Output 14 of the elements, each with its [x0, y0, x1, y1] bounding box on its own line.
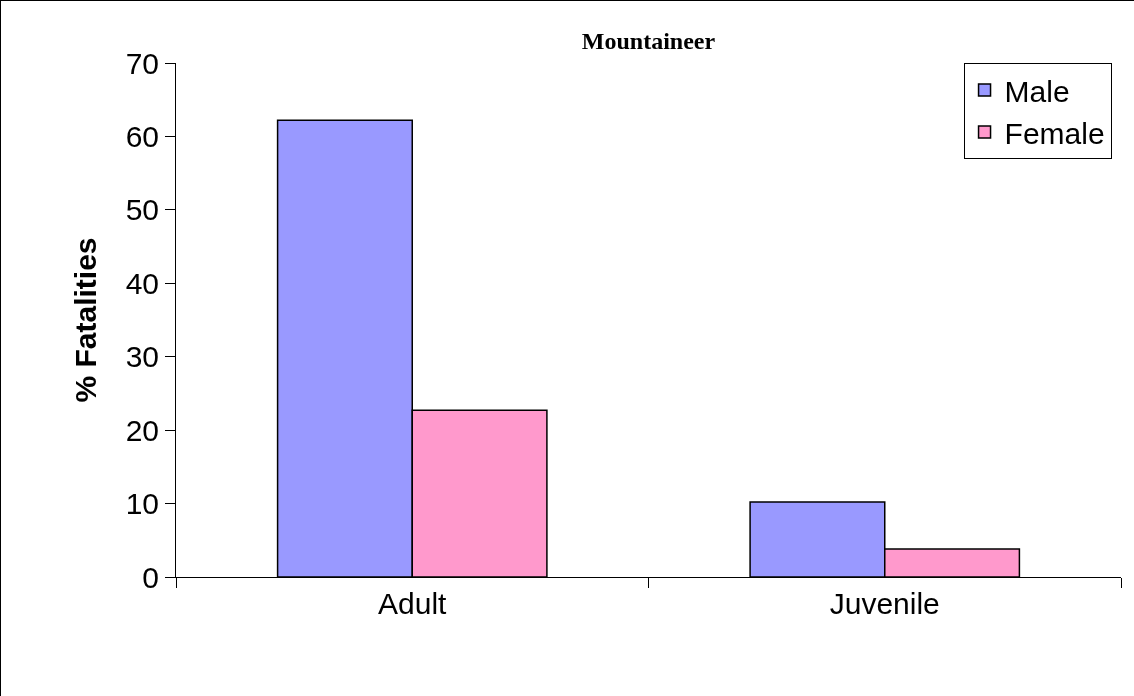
y-tick-label: 10: [125, 487, 159, 521]
y-tick-label: 20: [125, 413, 159, 447]
legend-label: Male: [1004, 74, 1070, 108]
y-tick-label: 40: [125, 266, 159, 300]
y-tick-label: 50: [125, 193, 159, 227]
y-tick-label: 0: [142, 560, 159, 594]
x-tick-label: Juvenile: [829, 587, 940, 620]
chart-title: Mountaineer: [581, 28, 716, 55]
y-tick-label: 30: [125, 340, 159, 374]
y-tick-label: 60: [125, 119, 159, 153]
y-tick-label: 70: [125, 46, 159, 80]
legend-label: Female: [1004, 116, 1105, 150]
y-axis-title: % Fatalities: [68, 237, 102, 403]
x-tick-label: Adult: [378, 587, 448, 620]
